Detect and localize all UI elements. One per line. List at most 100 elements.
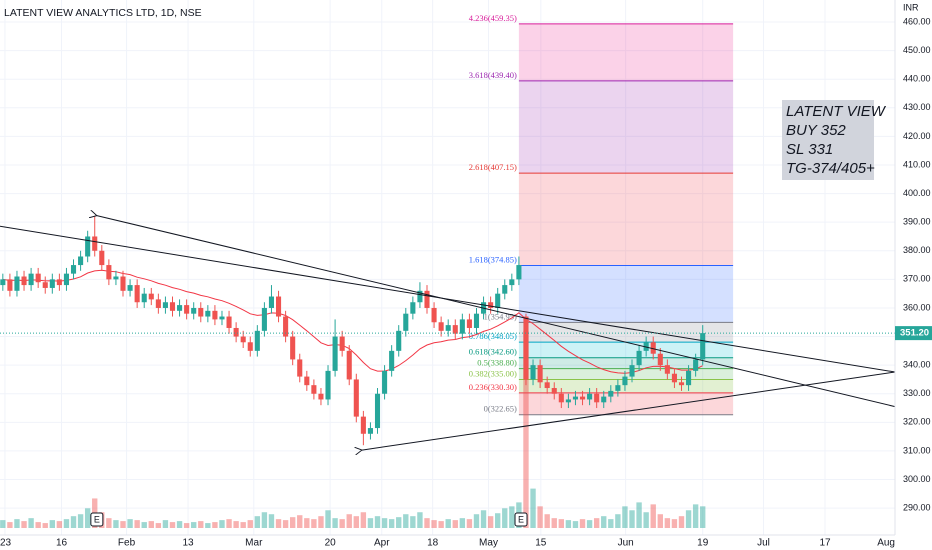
volume-bar	[678, 516, 685, 528]
x-tick-label: Feb	[118, 538, 136, 549]
candle-body	[629, 365, 635, 377]
event-marker	[514, 512, 528, 527]
candle-body	[367, 428, 373, 434]
candle-body	[7, 279, 13, 291]
volume-bar	[537, 506, 543, 528]
annotation-line: TG-374/405+	[786, 160, 875, 177]
volume-bar	[346, 514, 352, 528]
volume-bar	[396, 517, 402, 528]
candle-body	[339, 336, 345, 351]
volume-bar	[438, 521, 444, 528]
y-tick-label: 440.00	[903, 74, 931, 84]
volume-bar	[374, 516, 381, 528]
candle-body	[615, 385, 621, 391]
candle-body	[396, 330, 402, 351]
x-tick-label: Jul	[757, 538, 770, 549]
candle-body	[254, 330, 260, 351]
y-tick-label: 360.00	[903, 302, 931, 312]
volume-bar	[565, 520, 572, 528]
y-tick-label: 320.00	[903, 417, 931, 427]
volume-bar	[353, 516, 359, 528]
y-tick-label: 430.00	[903, 102, 931, 112]
candle-body	[63, 273, 69, 286]
volume-bar	[445, 519, 451, 528]
volume-bar	[7, 522, 13, 528]
candle-body	[169, 302, 176, 311]
candle-body	[579, 396, 586, 400]
y-tick-label: 390.00	[903, 217, 931, 227]
volume-bar	[134, 520, 140, 528]
volume-bar	[226, 519, 232, 528]
candle-body	[127, 285, 133, 291]
candle-body	[594, 393, 600, 403]
volume-bar	[332, 518, 338, 528]
candle-body	[473, 313, 480, 328]
volume-bar	[381, 518, 388, 528]
volume-bar	[254, 516, 261, 528]
candle-body	[92, 236, 98, 251]
volume-bar	[629, 510, 635, 528]
volume-bar	[198, 521, 204, 528]
volume-bar	[452, 520, 458, 528]
volume-bar	[289, 517, 296, 528]
volume-bar	[685, 510, 692, 528]
candle-body	[134, 285, 140, 303]
candle-body	[297, 359, 303, 377]
candle-body	[56, 279, 62, 286]
candle-body	[205, 310, 211, 317]
candle-body	[325, 370, 331, 400]
candle-body	[106, 265, 112, 280]
volume-bar	[268, 514, 275, 528]
candle-body	[198, 307, 204, 317]
volume-bar	[608, 519, 614, 528]
candle-body	[551, 388, 557, 394]
volume-bar	[63, 519, 70, 528]
volume-bar	[636, 502, 642, 528]
volume-bar	[282, 520, 289, 528]
candle-body	[113, 276, 119, 280]
fib-label: 0.236(330.30)	[469, 382, 517, 392]
candle-body	[42, 282, 48, 288]
volume-bar	[70, 516, 77, 528]
volume-bar	[579, 519, 586, 528]
fib-zone	[518, 392, 734, 415]
volume-bar	[572, 521, 579, 528]
candle-body	[516, 265, 522, 280]
last-price-box	[895, 326, 932, 341]
candle-body	[85, 236, 91, 257]
volume-bar	[261, 512, 268, 528]
volume-bar	[615, 514, 621, 528]
volume-bar	[360, 512, 367, 528]
volume-bar	[127, 519, 133, 528]
candle-body	[523, 316, 529, 380]
candle-body	[664, 365, 670, 374]
candle-body	[290, 336, 296, 360]
x-tick-label: 13	[182, 538, 194, 549]
volume-bar	[176, 521, 183, 528]
candle-body	[657, 353, 663, 366]
y-tick-label: 400.00	[903, 188, 931, 198]
volume-bar	[530, 488, 536, 528]
annotation-bg	[782, 100, 874, 180]
y-tick-label: 420.00	[903, 131, 931, 141]
candle-body	[304, 376, 310, 386]
volume-bar	[544, 514, 550, 528]
x-tick-label: May	[479, 538, 498, 549]
fib-label: 4.236(459.35)	[469, 13, 517, 23]
candle-body	[49, 279, 55, 288]
fib-label: 0.786(348.05)	[469, 331, 517, 341]
candle-body	[120, 276, 126, 291]
fib-retracement: 4.236(459.35) 3.618(439.40) 2.618(407.15) 1…	[469, 13, 734, 416]
candle-body	[410, 302, 416, 314]
volume-bar	[664, 518, 671, 528]
fib-label: 0(322.65)	[484, 404, 517, 414]
volume-bar	[551, 518, 557, 528]
fib-zone	[518, 23, 734, 81]
candle-body	[445, 325, 451, 331]
candle-body	[671, 373, 677, 383]
candle-body	[565, 399, 571, 403]
candle-body	[233, 327, 239, 337]
candle-body	[495, 293, 501, 308]
y-tick-label: 290.00	[903, 502, 931, 512]
